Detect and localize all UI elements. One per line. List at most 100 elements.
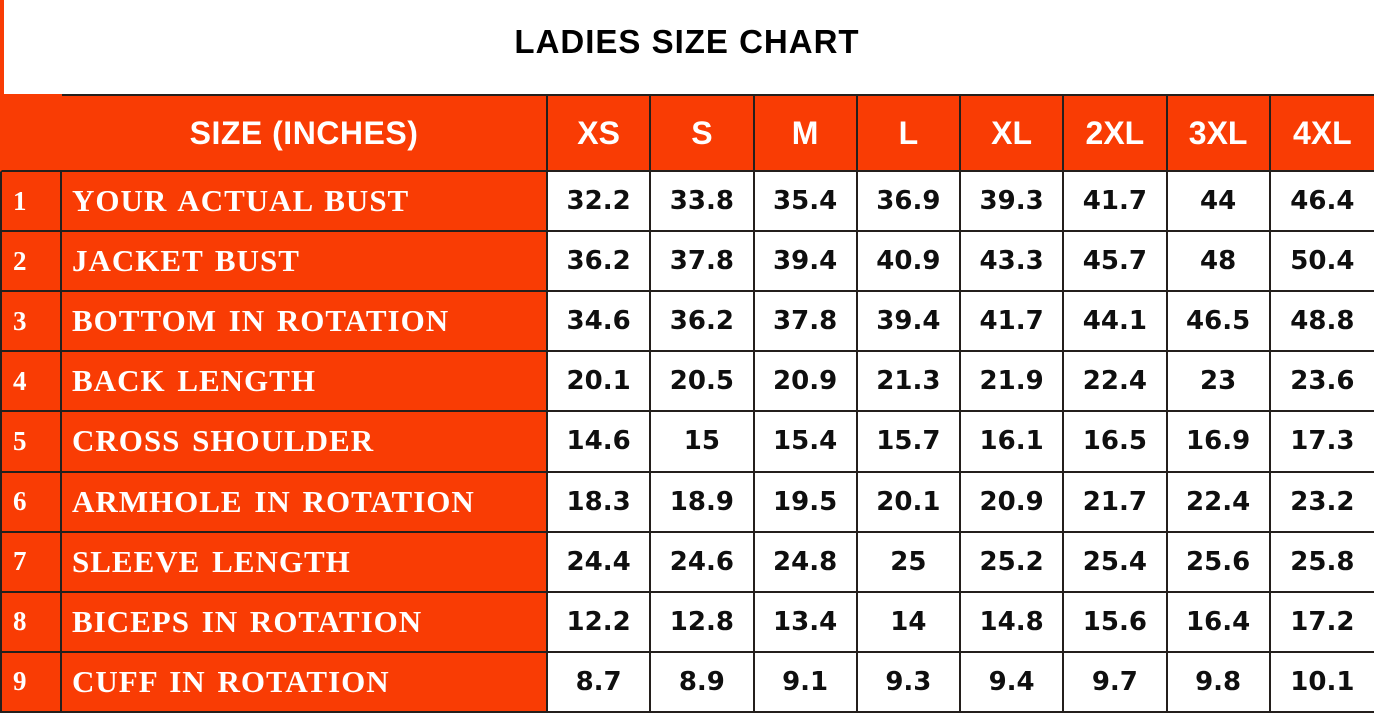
size-value-cell: 18.9 bbox=[651, 472, 755, 533]
row-number-cell: 1 bbox=[0, 172, 62, 233]
header-col-2xl: 2XL bbox=[1064, 94, 1168, 172]
size-value-cell: 23.6 bbox=[1270, 352, 1374, 413]
size-value-cell: 9.8 bbox=[1167, 652, 1271, 713]
size-value-cell: 9.1 bbox=[754, 652, 858, 713]
size-value-cell: 24.4 bbox=[548, 532, 652, 593]
size-value-cell: 15.6 bbox=[1064, 592, 1168, 653]
measurement-label-cell: CROSS SHOULDER bbox=[62, 412, 548, 473]
size-value-cell: 10.1 bbox=[1270, 652, 1374, 713]
size-value-cell: 44 bbox=[1167, 172, 1271, 233]
row-number-cell: 4 bbox=[0, 352, 62, 413]
size-value-cell: 16.5 bbox=[1064, 412, 1168, 473]
size-value-cell: 19.5 bbox=[754, 472, 858, 533]
header-col-3xl: 3XL bbox=[1167, 94, 1271, 172]
size-value-cell: 25 bbox=[857, 532, 961, 593]
size-value-cell: 25.6 bbox=[1167, 532, 1271, 593]
row-number-cell: 2 bbox=[0, 232, 62, 293]
size-value-cell: 9.3 bbox=[857, 652, 961, 713]
size-value-cell: 14 bbox=[857, 592, 961, 653]
left-edge-accent bbox=[0, 0, 4, 97]
size-value-cell: 32.2 bbox=[548, 172, 652, 233]
size-value-cell: 12.2 bbox=[548, 592, 652, 653]
row-number-cell: 3 bbox=[0, 292, 62, 353]
size-value-cell: 21.9 bbox=[961, 352, 1065, 413]
size-value-cell: 14.6 bbox=[548, 412, 652, 473]
measurement-label-cell: YOUR ACTUAL BUST bbox=[62, 172, 548, 233]
size-value-cell: 36.2 bbox=[651, 292, 755, 353]
measurement-label-cell: JACKET BUST bbox=[62, 232, 548, 293]
size-value-cell: 13.4 bbox=[754, 592, 858, 653]
size-value-cell: 21.3 bbox=[857, 352, 961, 413]
size-value-cell: 9.7 bbox=[1064, 652, 1168, 713]
size-value-cell: 17.3 bbox=[1270, 412, 1374, 473]
measurement-label-cell: BACK LENGTH bbox=[62, 352, 548, 413]
size-value-cell: 45.7 bbox=[1064, 232, 1168, 293]
header-col-4xl: 4XL bbox=[1270, 94, 1374, 172]
size-value-cell: 8.9 bbox=[651, 652, 755, 713]
size-value-cell: 36.9 bbox=[857, 172, 961, 233]
size-value-cell: 39.4 bbox=[754, 232, 858, 293]
header-col-xl: XL bbox=[961, 94, 1065, 172]
size-value-cell: 39.4 bbox=[857, 292, 961, 353]
size-value-cell: 17.2 bbox=[1270, 592, 1374, 653]
size-value-cell: 18.3 bbox=[548, 472, 652, 533]
size-value-cell: 34.6 bbox=[548, 292, 652, 353]
size-value-cell: 14.8 bbox=[961, 592, 1065, 653]
size-value-cell: 24.6 bbox=[651, 532, 755, 593]
size-value-cell: 50.4 bbox=[1270, 232, 1374, 293]
size-value-cell: 37.8 bbox=[651, 232, 755, 293]
size-value-cell: 33.8 bbox=[651, 172, 755, 233]
size-value-cell: 20.1 bbox=[548, 352, 652, 413]
title-bar: LADIES SIZE CHART bbox=[0, 0, 1374, 94]
size-value-cell: 16.4 bbox=[1167, 592, 1271, 653]
measurement-label-cell: ARMHOLE IN ROTATION bbox=[62, 472, 548, 533]
row-number-cell: 9 bbox=[0, 652, 62, 713]
measurement-label-cell: CUFF IN ROTATION bbox=[62, 652, 548, 713]
size-value-cell: 43.3 bbox=[961, 232, 1065, 293]
size-value-cell: 23.2 bbox=[1270, 472, 1374, 533]
size-value-cell: 9.4 bbox=[961, 652, 1065, 713]
row-number-cell: 5 bbox=[0, 412, 62, 473]
header-col-l: L bbox=[857, 94, 961, 172]
measurement-label-cell: BOTTOM IN ROTATION bbox=[62, 292, 548, 353]
size-value-cell: 37.8 bbox=[754, 292, 858, 353]
measurement-label-cell: BICEPS IN ROTATION bbox=[62, 592, 548, 653]
size-value-cell: 23 bbox=[1167, 352, 1271, 413]
row-number-cell: 6 bbox=[0, 472, 62, 533]
size-value-cell: 35.4 bbox=[754, 172, 858, 233]
size-value-cell: 15 bbox=[651, 412, 755, 473]
row-number-cell: 7 bbox=[0, 532, 62, 593]
size-value-cell: 20.9 bbox=[961, 472, 1065, 533]
size-value-cell: 15.7 bbox=[857, 412, 961, 473]
size-value-cell: 20.1 bbox=[857, 472, 961, 533]
header-col-m: M bbox=[754, 94, 858, 172]
size-value-cell: 44.1 bbox=[1064, 292, 1168, 353]
size-value-cell: 40.9 bbox=[857, 232, 961, 293]
size-value-cell: 16.1 bbox=[961, 412, 1065, 473]
size-value-cell: 22.4 bbox=[1167, 472, 1271, 533]
size-value-cell: 25.8 bbox=[1270, 532, 1374, 593]
size-value-cell: 24.8 bbox=[754, 532, 858, 593]
size-value-cell: 20.9 bbox=[754, 352, 858, 413]
size-value-cell: 39.3 bbox=[961, 172, 1065, 233]
size-value-cell: 48 bbox=[1167, 232, 1271, 293]
size-value-cell: 21.7 bbox=[1064, 472, 1168, 533]
size-value-cell: 12.8 bbox=[651, 592, 755, 653]
size-value-cell: 20.5 bbox=[651, 352, 755, 413]
size-value-cell: 15.4 bbox=[754, 412, 858, 473]
size-value-cell: 16.9 bbox=[1167, 412, 1271, 473]
size-value-cell: 46.5 bbox=[1167, 292, 1271, 353]
row-number-cell: 8 bbox=[0, 592, 62, 653]
size-value-cell: 41.7 bbox=[1064, 172, 1168, 233]
header-col-s: S bbox=[651, 94, 755, 172]
header-corner-cell bbox=[0, 94, 62, 172]
page-title: LADIES SIZE CHART bbox=[514, 23, 860, 60]
size-value-cell: 36.2 bbox=[548, 232, 652, 293]
size-value-cell: 25.4 bbox=[1064, 532, 1168, 593]
header-size-inches: SIZE (INCHES) bbox=[62, 94, 548, 172]
header-col-xs: XS bbox=[548, 94, 652, 172]
size-value-cell: 46.4 bbox=[1270, 172, 1374, 233]
size-value-cell: 41.7 bbox=[961, 292, 1065, 353]
measurement-label-cell: SLEEVE LENGTH bbox=[62, 532, 548, 593]
